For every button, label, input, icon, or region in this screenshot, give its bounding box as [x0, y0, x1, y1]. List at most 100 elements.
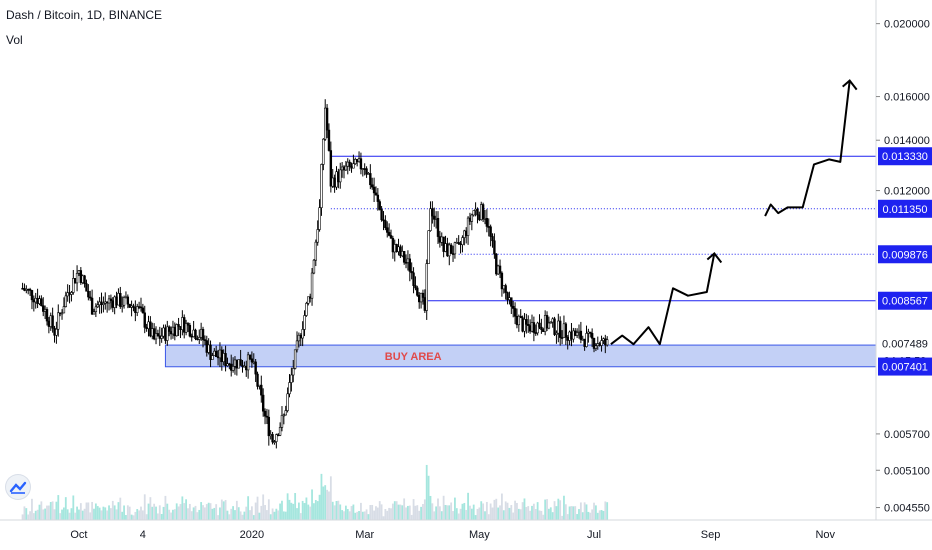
- volume-bar: [241, 514, 244, 520]
- candle-body: [549, 321, 552, 324]
- candle-body: [258, 384, 261, 387]
- candle-body: [92, 311, 96, 315]
- candle-body: [21, 287, 24, 290]
- candle-body: [372, 186, 376, 194]
- candle-body: [418, 295, 421, 303]
- volume-bar: [504, 501, 507, 520]
- volume-bar: [423, 499, 426, 520]
- candle-body: [583, 338, 586, 347]
- volume-bar: [49, 501, 52, 520]
- volume-bar: [153, 503, 156, 520]
- candle-body: [459, 243, 462, 246]
- candle-body: [508, 297, 511, 301]
- candle-body: [380, 209, 383, 221]
- candle-body: [216, 356, 220, 359]
- candle-body: [487, 226, 490, 228]
- volume-bar: [21, 514, 24, 520]
- candle-body: [598, 343, 601, 346]
- volume-bar: [136, 509, 139, 520]
- volume-bar: [568, 506, 571, 520]
- candle-body: [590, 333, 594, 339]
- volume-bar: [376, 507, 379, 520]
- candle-body: [604, 338, 607, 346]
- candle-body: [346, 161, 349, 167]
- volume-bar: [405, 507, 407, 520]
- volume-bar: [313, 503, 315, 520]
- candle-body: [333, 177, 336, 188]
- candle-body: [502, 285, 505, 290]
- volume-bar: [126, 505, 129, 520]
- projection-path[interactable]: [610, 253, 716, 346]
- candle-body: [267, 416, 271, 437]
- candle-body: [480, 204, 483, 220]
- volume-bar: [87, 502, 90, 520]
- candle-body: [389, 235, 393, 239]
- low-price-tag: [878, 357, 932, 376]
- buy-area-zone[interactable]: [164, 344, 877, 368]
- volume-bar: [437, 498, 439, 520]
- volume-bar: [132, 515, 135, 520]
- level-price-label: 0.013330: [882, 151, 928, 163]
- volume-bar: [587, 511, 590, 520]
- candle-body: [406, 258, 410, 263]
- volume-bar: [130, 514, 133, 520]
- candle-body: [222, 353, 225, 363]
- volume-bar: [275, 508, 278, 520]
- volume-bar: [213, 507, 216, 520]
- candle-body: [574, 330, 577, 336]
- candle-body: [192, 329, 195, 337]
- candle-body: [419, 292, 423, 303]
- volume-bar: [277, 510, 280, 520]
- volume-bar: [422, 504, 424, 520]
- volume-bar: [399, 504, 402, 520]
- candle-body: [188, 324, 192, 337]
- candle-body: [183, 317, 186, 333]
- candle-body: [79, 270, 83, 283]
- candle-body: [568, 331, 571, 341]
- candle-body: [453, 242, 457, 255]
- candle-body: [90, 297, 94, 315]
- volume-bar: [427, 475, 430, 520]
- volume-bar: [585, 504, 588, 520]
- candle-body: [45, 309, 49, 322]
- volume-bar: [46, 505, 48, 520]
- projection-path-2[interactable]: [764, 80, 851, 217]
- volume-bar: [215, 504, 218, 520]
- tradingview-logo-icon[interactable]: [6, 475, 30, 499]
- candle-body: [352, 163, 355, 169]
- candle-body: [117, 293, 120, 306]
- candle-body: [451, 253, 455, 255]
- volume-bar: [96, 506, 99, 520]
- candle-body: [75, 272, 79, 284]
- volume-bar: [407, 505, 409, 520]
- symbol-title[interactable]: Dash / Bitcoin, 1D, BINANCE: [6, 8, 163, 22]
- candle-body: [350, 166, 353, 169]
- level-price-tag: [878, 291, 932, 310]
- volume-bar: [358, 511, 360, 520]
- candle-body: [316, 229, 319, 243]
- volume-bar: [141, 510, 144, 520]
- volume-label[interactable]: Vol: [6, 33, 23, 47]
- volume-bar: [226, 510, 229, 520]
- volume-bar: [472, 504, 475, 520]
- volume-bar: [234, 510, 236, 520]
- volume-bar: [431, 503, 434, 520]
- volume-bar: [606, 502, 609, 520]
- candle-body: [164, 327, 167, 341]
- volume-bar: [196, 512, 199, 520]
- volume-bar: [40, 501, 43, 520]
- volume-bar: [294, 493, 297, 520]
- volume-bar: [484, 511, 486, 520]
- volume-bar: [363, 511, 366, 520]
- volume-bar: [378, 501, 381, 520]
- candle-body: [158, 335, 161, 339]
- candle-body: [329, 150, 333, 187]
- candle-body: [555, 332, 558, 335]
- candle-body: [589, 331, 592, 334]
- candle-body: [218, 349, 222, 359]
- volume-bar: [262, 494, 265, 520]
- candle-body: [175, 324, 178, 337]
- time-tick-label: Mar: [355, 529, 374, 541]
- candle-body: [496, 265, 500, 275]
